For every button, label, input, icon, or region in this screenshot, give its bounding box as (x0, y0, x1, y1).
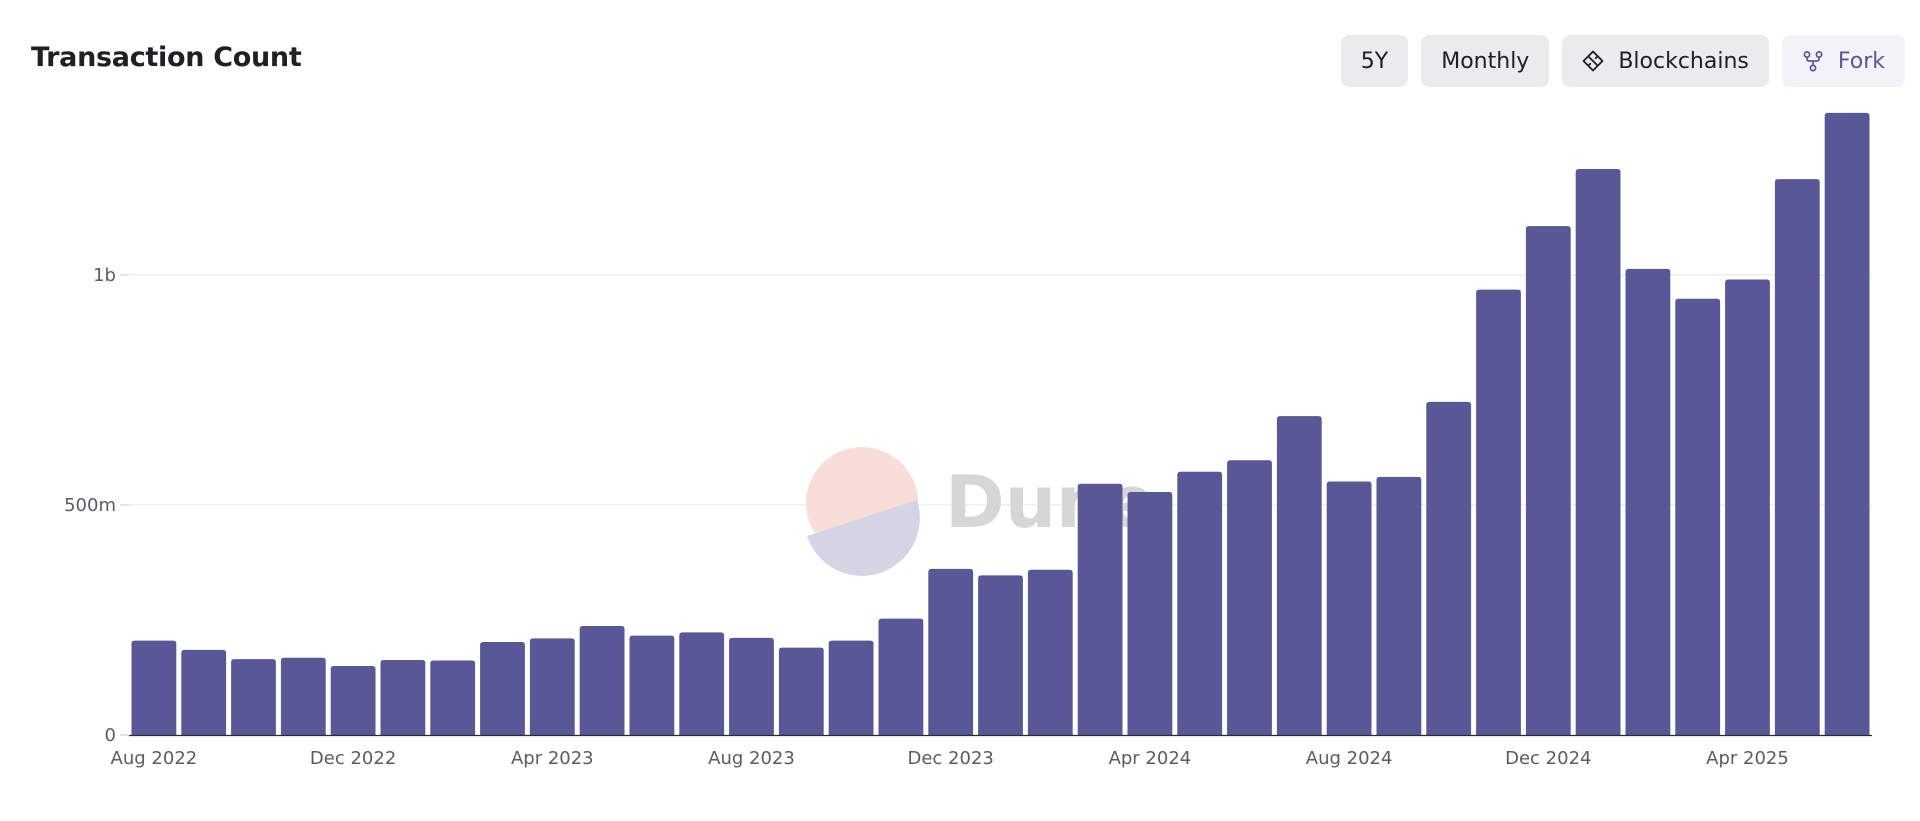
bar-may-2023 (579, 625, 625, 735)
chart-title: Transaction Count (31, 42, 302, 73)
x-tick-label: Aug 2023 (708, 748, 795, 769)
bar-jan-2024 (978, 575, 1023, 735)
bar-sep-2022 (181, 649, 227, 735)
bar-may-2024 (1177, 471, 1223, 735)
blockchains-button[interactable]: Blockchains (1562, 35, 1769, 87)
bar-sep-2024 (1376, 476, 1422, 735)
bar-apr-2024 (1127, 492, 1173, 735)
x-tick-label: Dec 2024 (1505, 748, 1591, 769)
bar-may-2025 (1774, 179, 1820, 736)
toolbar: 5Y Monthly Blockchains Fork (1340, 35, 1905, 87)
range-5y-label: 5Y (1360, 48, 1389, 74)
bar-nov-2023 (878, 618, 924, 735)
bar-aug-2023 (729, 637, 774, 735)
bar-dec-2022 (330, 665, 376, 735)
bar-dec-2024 (1525, 226, 1571, 735)
x-tick-label: Apr 2023 (511, 748, 594, 769)
bar-sep-2023 (778, 647, 824, 735)
bar-jun-2025 (1824, 112, 1870, 736)
y-tick-label: 1b (93, 265, 116, 286)
axes: 0 500m 1b Aug 2022 Dec 2022 Apr 2023 Aug 2023 D… (64, 265, 1872, 769)
bars (131, 112, 1870, 736)
y-tick-label: 0 (105, 725, 116, 746)
interval-monthly-button[interactable]: Monthly (1421, 35, 1550, 87)
fork-button[interactable]: Fork (1781, 35, 1905, 87)
blockchains-label: Blockchains (1618, 48, 1749, 74)
bar-aug-2024 (1326, 481, 1372, 735)
y-tick-label: 500m (64, 495, 116, 516)
bar-feb-2023 (430, 660, 476, 735)
bar-jan-2023 (380, 659, 426, 735)
bar-apr-2023 (529, 638, 575, 735)
interval-label: Monthly (1441, 48, 1530, 74)
bar-feb-2024 (1027, 569, 1073, 735)
bar-jun-2024 (1227, 460, 1272, 735)
bar-nov-2022 (280, 657, 326, 735)
bar-jul-2023 (679, 632, 725, 735)
bar-dec-2023 (928, 568, 974, 735)
x-tick-label: Aug 2022 (111, 748, 198, 769)
fork-label: Fork (1837, 48, 1885, 74)
bar-jan-2025 (1575, 169, 1621, 736)
x-tick-label: Dec 2023 (908, 748, 994, 769)
bar-feb-2025 (1625, 268, 1671, 735)
bar-jun-2023 (629, 635, 675, 735)
diamond-icon (1582, 50, 1604, 72)
x-tick-label: Apr 2024 (1109, 748, 1192, 769)
watermark-text: Dune (945, 460, 1156, 544)
x-tick-label: Apr 2025 (1706, 748, 1789, 769)
bar-oct-2024 (1426, 401, 1472, 735)
bar-nov-2024 (1476, 289, 1521, 735)
x-tick-label: Dec 2022 (310, 748, 396, 769)
watermark-logo-lower-icon (807, 500, 920, 576)
bar-oct-2023 (828, 640, 874, 735)
bar-mar-2023 (480, 642, 525, 735)
bar-aug-2022 (131, 640, 177, 735)
range-5y-button[interactable]: 5Y (1340, 35, 1409, 87)
fork-icon (1802, 50, 1824, 72)
bar-mar-2024 (1077, 483, 1123, 735)
x-tick-label: Aug 2024 (1306, 748, 1393, 769)
bar-apr-2025 (1725, 279, 1770, 735)
bar-mar-2025 (1675, 298, 1721, 735)
bar-oct-2022 (231, 659, 276, 735)
bar-jul-2024 (1276, 416, 1322, 735)
